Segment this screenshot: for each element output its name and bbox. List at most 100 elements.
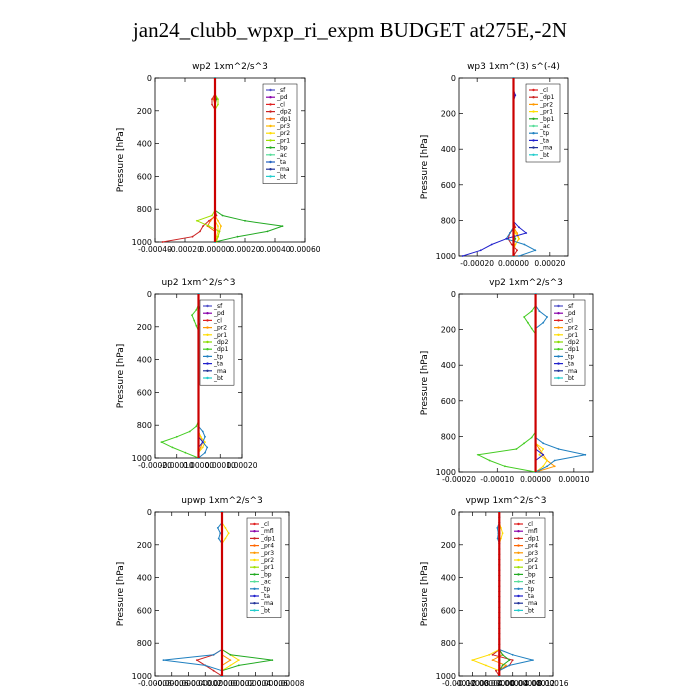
data-point — [532, 659, 534, 661]
series-line — [206, 78, 216, 242]
legend-label: _pr1 — [276, 137, 290, 144]
y-tick-label: 400 — [441, 145, 456, 154]
data-point — [514, 237, 517, 240]
data-point — [202, 225, 204, 228]
legend-marker — [206, 362, 209, 365]
legend-label: _dp1 — [564, 346, 580, 353]
data-point — [204, 441, 206, 443]
legend-marker — [269, 96, 272, 99]
data-point — [162, 659, 165, 661]
data-point — [477, 453, 479, 456]
legend-marker — [206, 333, 209, 336]
legend-label: _pd — [276, 94, 288, 101]
legend-label: _cl — [564, 317, 573, 324]
legend-label: _ma — [213, 368, 227, 375]
data-point — [229, 664, 232, 667]
y-tick-label: 0 — [147, 74, 152, 83]
legend-marker — [517, 580, 520, 583]
legend-label: _ma — [539, 145, 553, 152]
legend-marker — [532, 124, 535, 128]
data-point — [530, 310, 533, 313]
y-axis-label: Pressure [hPa] — [116, 128, 126, 193]
legend-label: _tp — [213, 353, 223, 360]
legend-marker — [517, 522, 520, 526]
legend-label: _pr2 — [564, 325, 578, 332]
data-point — [542, 453, 545, 456]
legend-label: _bp — [260, 571, 272, 578]
data-point — [496, 527, 499, 529]
panel-title: wp2 1xm^2/s^3 — [192, 62, 268, 72]
data-point — [534, 249, 537, 252]
y-tick-label: 200 — [441, 326, 456, 335]
legend-label: _ta — [260, 593, 270, 600]
data-point — [505, 237, 508, 240]
x-tick-label: 0.00000 — [199, 245, 230, 254]
data-point — [188, 430, 191, 433]
legend-marker — [517, 537, 520, 540]
x-tick-label: -0.00020 — [442, 475, 476, 484]
legend-label: _bt — [564, 375, 575, 382]
data-point — [515, 448, 518, 450]
legend-label: _pr1 — [260, 564, 274, 571]
data-point — [218, 230, 221, 233]
legend-label: _tp — [564, 353, 574, 360]
y-tick-label: 800 — [137, 205, 152, 214]
legend-marker — [253, 602, 256, 605]
data-point — [491, 659, 494, 661]
y-tick-label: 600 — [137, 606, 152, 615]
legend-box — [262, 83, 298, 184]
legend-marker — [517, 587, 520, 590]
series-line — [462, 78, 528, 257]
legend-marker — [517, 594, 520, 598]
y-tick-label: 1000 — [132, 454, 152, 463]
x-tick-label: -0.00012 — [442, 679, 476, 688]
legend-label: _pr1 — [564, 332, 578, 339]
data-point — [237, 664, 240, 667]
panel-3: up2 1xm^2/s^3 Pressure [hPa] 0 200 400 600 800… — [116, 278, 258, 470]
y-tick-label: 0 — [147, 290, 152, 299]
y-tick-label: 800 — [441, 216, 456, 225]
legend-marker — [532, 88, 535, 92]
data-point — [500, 527, 502, 529]
x-tick-label: 0.00010 — [558, 475, 589, 484]
data-point — [501, 664, 504, 667]
data-point — [542, 465, 545, 468]
legend-marker — [557, 369, 560, 372]
x-tick-label: -0.00008 — [456, 679, 490, 688]
panel-4: vp2 1xm^2/s^3 Pressure [hPa] 0 200 400 600 800… — [420, 278, 594, 484]
legend-marker — [269, 110, 272, 113]
y-tick-label: 0 — [451, 290, 456, 299]
legend-marker — [269, 175, 272, 178]
data-point — [212, 653, 215, 656]
data-point — [244, 219, 246, 222]
legend-label: _mfl — [524, 528, 538, 535]
y-axis-label: Pressure [hPa] — [116, 562, 126, 627]
legend-label: _pd — [564, 310, 576, 317]
legend-label: _bp1 — [539, 116, 555, 123]
legend-marker — [557, 355, 560, 358]
legend-label: _ma — [564, 368, 578, 375]
legend-marker — [532, 117, 535, 121]
legend-marker — [532, 153, 535, 156]
data-point — [516, 249, 518, 252]
legend-label: _pr2 — [539, 101, 553, 108]
legend-label: _bt — [260, 607, 271, 614]
data-point — [201, 441, 204, 443]
x-tick-label: 0.00012 — [524, 679, 555, 688]
legend-marker — [253, 594, 256, 598]
x-tick-label: -0.00010 — [160, 461, 194, 470]
y-axis-label: Pressure [hPa] — [420, 562, 430, 627]
legend-label: _dp2 — [276, 109, 292, 116]
data-point — [199, 435, 202, 438]
legend-label: _tp — [539, 130, 549, 137]
legend-label: _cl — [539, 87, 548, 94]
y-tick-label: 800 — [137, 421, 152, 430]
data-point — [219, 532, 222, 535]
data-point — [196, 659, 198, 661]
data-point — [514, 226, 517, 229]
data-point — [584, 453, 587, 456]
data-point — [546, 465, 548, 468]
data-point — [479, 249, 482, 252]
data-point — [461, 255, 464, 257]
data-point — [217, 235, 219, 238]
